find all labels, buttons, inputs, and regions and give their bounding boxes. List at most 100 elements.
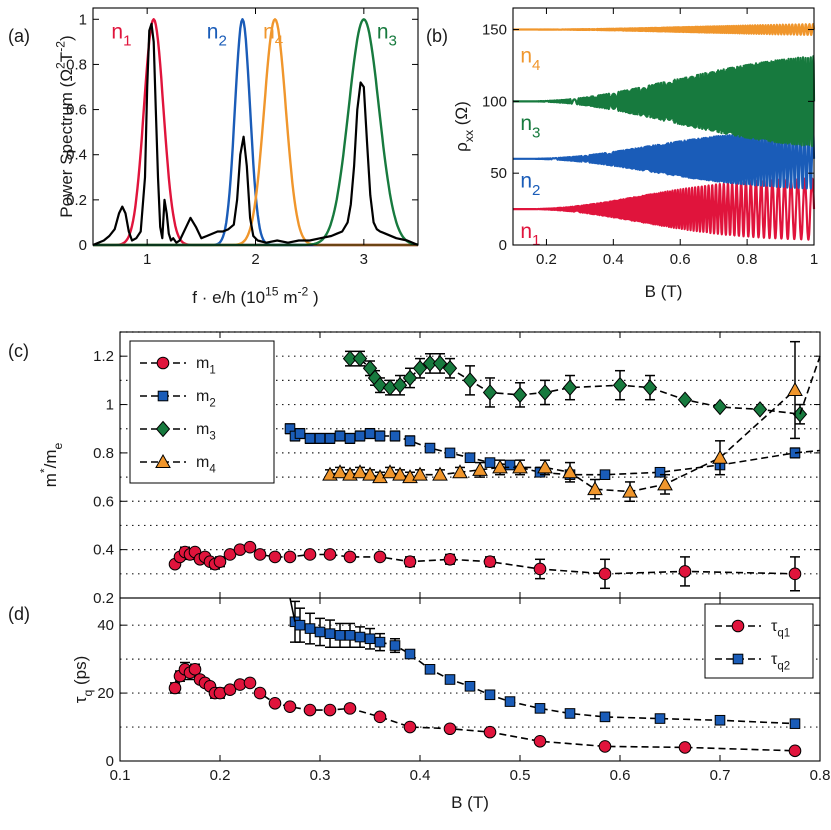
data-point-m_4 (452, 464, 468, 479)
x-axis-label-a-part-3: -2 (297, 284, 308, 298)
series-label-n_4: n4 (520, 45, 540, 74)
data-point-τ_q1 (788, 744, 802, 758)
b-ytick-label: 150 (482, 22, 507, 39)
data-point-m_4 (712, 449, 728, 464)
series-label-n_3-part-0: n (377, 20, 389, 43)
data-point-m_3 (412, 360, 428, 377)
legend-label-m_4: m4 (196, 454, 216, 476)
d-ytick-label: 40 (97, 617, 114, 634)
d-xtick-label: 0.3 (310, 767, 331, 784)
c-ytick-label: 1.2 (93, 348, 114, 365)
c-ytick-label: 1 (106, 397, 114, 414)
y-axis-label-a-part-1: 2 (53, 62, 67, 69)
legend-label-τ_q1: τq1 (771, 618, 790, 640)
panel-label-b: (b) (426, 26, 448, 46)
data-point-τ_q2 (444, 674, 456, 685)
data-point-τ_q1 (188, 663, 202, 676)
a-ytick-label: 0 (79, 237, 87, 254)
data-point-m_2 (354, 430, 366, 442)
d-xtick-label: 0.1 (110, 767, 131, 784)
y-axis-label-c: m*/me (37, 442, 65, 487)
y-axis-label-c-part-1: * (37, 468, 51, 473)
data-point-m_1 (598, 567, 612, 581)
a-ytick-label: 0.6 (66, 102, 87, 119)
legend-marker-τ_q2 (732, 653, 744, 665)
legend-label-m_2: m2 (196, 388, 216, 410)
data-point-m_3 (482, 384, 498, 401)
series-label-n_1: n1 (520, 220, 540, 249)
c-ytick-label: 0.6 (93, 493, 114, 510)
series-label-n_1-part-1: 1 (532, 232, 540, 249)
y-axis-label-a-part-3: -2 (53, 41, 67, 52)
series-label-n_2-part-1: 2 (218, 33, 226, 50)
data-point-τ_q2 (404, 648, 416, 660)
data-point-m_2 (314, 433, 326, 444)
data-point-τ_q1 (168, 681, 182, 695)
data-point-m_3 (422, 355, 438, 372)
data-point-m_3 (372, 376, 388, 394)
series-label-n_3-part-1: 3 (389, 33, 397, 50)
legend-marker-τ_q1 (731, 619, 745, 633)
data-point-m_4 (332, 464, 348, 479)
a-ytick-label: 0.4 (66, 147, 87, 164)
data-point-τ_q2 (389, 640, 401, 651)
series-line-n_4 (512, 23, 816, 36)
data-point-m_1 (483, 555, 497, 569)
panel-label-a: (a) (8, 26, 30, 46)
data-point-m_4 (512, 459, 528, 474)
d-xtick-label: 0.2 (210, 767, 231, 784)
data-point-τ_q2 (654, 713, 666, 724)
b-ytick-label: 100 (482, 93, 507, 110)
series-line-measured (92, 22, 419, 247)
series-line-n_2 (512, 127, 816, 190)
data-point-m_3 (752, 401, 768, 418)
series-label-n_2-part-0: n (520, 170, 532, 193)
legend-marker-m_4 (155, 453, 171, 468)
a-xtick-label: 3 (360, 251, 368, 268)
series-line-n_3 (512, 55, 816, 148)
c-legend-box (129, 340, 275, 484)
trend-extension-m_2 (794, 449, 821, 454)
b-xtick-label: 0.6 (670, 251, 691, 268)
series-label-n_4-part-1: 4 (275, 33, 283, 50)
data-point-m_3 (432, 355, 448, 372)
data-point-τ_q2 (534, 703, 546, 714)
data-point-m_2 (294, 428, 306, 439)
legend-label-m_1-part-0: m (196, 355, 209, 372)
panel-label-d: (d) (8, 604, 30, 624)
legend-label-τ_q1-part-0: τ (771, 618, 778, 635)
chart-panel-a: n1 n2 n4 n31 2 300.20.40.60.81f · e/h (1015 m… (53, 7, 419, 307)
data-point-m_2 (374, 430, 386, 442)
y-axis-label-b: ρxx (Ω) (452, 101, 476, 152)
legend-marker-m_1 (156, 356, 170, 370)
legend-label-m_3-part-1: 3 (209, 431, 215, 443)
legend-label-τ_q1-part-1: q1 (777, 628, 790, 640)
series-label-n_4: n4 (263, 20, 283, 49)
d-legend-box (704, 603, 814, 679)
b-xtick-label: 0.2 (536, 251, 557, 268)
data-point-m_4 (392, 466, 408, 481)
data-point-m_1 (303, 548, 317, 561)
data-point-τ_q2 (314, 626, 326, 638)
trend-extension-tau_q2 (289, 597, 296, 622)
data-point-τ_q1 (483, 725, 497, 739)
data-point-τ_q2 (374, 636, 386, 648)
data-point-τ_q1 (283, 700, 297, 713)
data-point-τ_q1 (443, 722, 457, 736)
data-point-τ_q2 (294, 619, 306, 631)
data-point-m_4 (587, 481, 603, 496)
data-point-m_3 (512, 386, 528, 404)
d-xtick-label: 0.4 (410, 767, 431, 784)
b-ytick-label: 50 (490, 165, 507, 182)
data-point-τ_q2 (424, 664, 436, 675)
series-label-n_1-part-0: n (520, 220, 532, 243)
data-point-m_4 (657, 476, 673, 491)
x-axis-label-a-part-2: m (279, 288, 298, 307)
data-point-m_3 (677, 391, 693, 408)
data-point-m_2 (504, 459, 516, 471)
data-point-τ_q2 (304, 623, 316, 634)
x-axis-label-d: B (T) (451, 793, 489, 812)
series-label-n_1: n1 (111, 20, 131, 49)
